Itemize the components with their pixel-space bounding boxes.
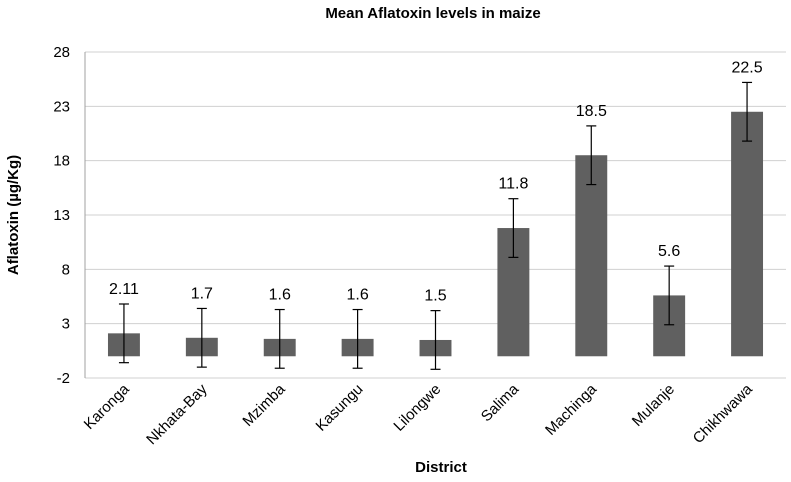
- data-label: 1.5: [424, 288, 446, 305]
- bar: [575, 155, 608, 357]
- data-labels: 2.11 1.7 1.6 1.6 1.5 11.8 18.5 5.6 22.5: [109, 59, 763, 304]
- category-label: Nkhata-Bay: [143, 380, 211, 448]
- data-label: 1.6: [346, 287, 368, 304]
- data-label: 18.5: [576, 103, 607, 120]
- data-label: 5.6: [658, 243, 680, 260]
- y-tick-label: 8: [62, 261, 70, 278]
- y-tick-label: 18: [53, 153, 70, 170]
- category-label: Mzimba: [239, 380, 289, 430]
- category-label: Machinga: [542, 380, 600, 438]
- y-tick-labels: -2 3 8 13 18 23 28: [53, 44, 70, 387]
- data-label: 11.8: [498, 176, 528, 193]
- y-axis-title: Aflatoxin (µg/Kg): [5, 155, 22, 275]
- category-label: Chikhwawa: [690, 380, 757, 447]
- y-tick-label: 13: [53, 207, 70, 224]
- y-tick-label: 3: [62, 316, 70, 333]
- chart-title: Mean Aflatoxin levels in maize: [325, 5, 540, 22]
- data-label: 22.5: [731, 59, 762, 76]
- category-labels: Karonga Nkhata-Bay Mzimba Kasungu Lilongwe Sa…: [81, 380, 757, 448]
- data-label: 1.6: [269, 287, 291, 304]
- category-label: Lilongwe: [390, 381, 444, 435]
- category-label: Kasungu: [313, 381, 367, 435]
- x-axis-title: District: [415, 459, 467, 476]
- y-tick-label: 23: [53, 98, 70, 115]
- category-label: Salima: [478, 380, 523, 425]
- y-tick-label: -2: [57, 370, 70, 387]
- category-label: Karonga: [81, 380, 134, 433]
- y-tick-label: 28: [53, 44, 70, 61]
- error-bars: [118, 81, 753, 370]
- data-label: 1.7: [191, 285, 213, 302]
- bar: [731, 111, 764, 357]
- data-label: 2.11: [109, 281, 139, 298]
- category-label: Mulanje: [629, 381, 678, 430]
